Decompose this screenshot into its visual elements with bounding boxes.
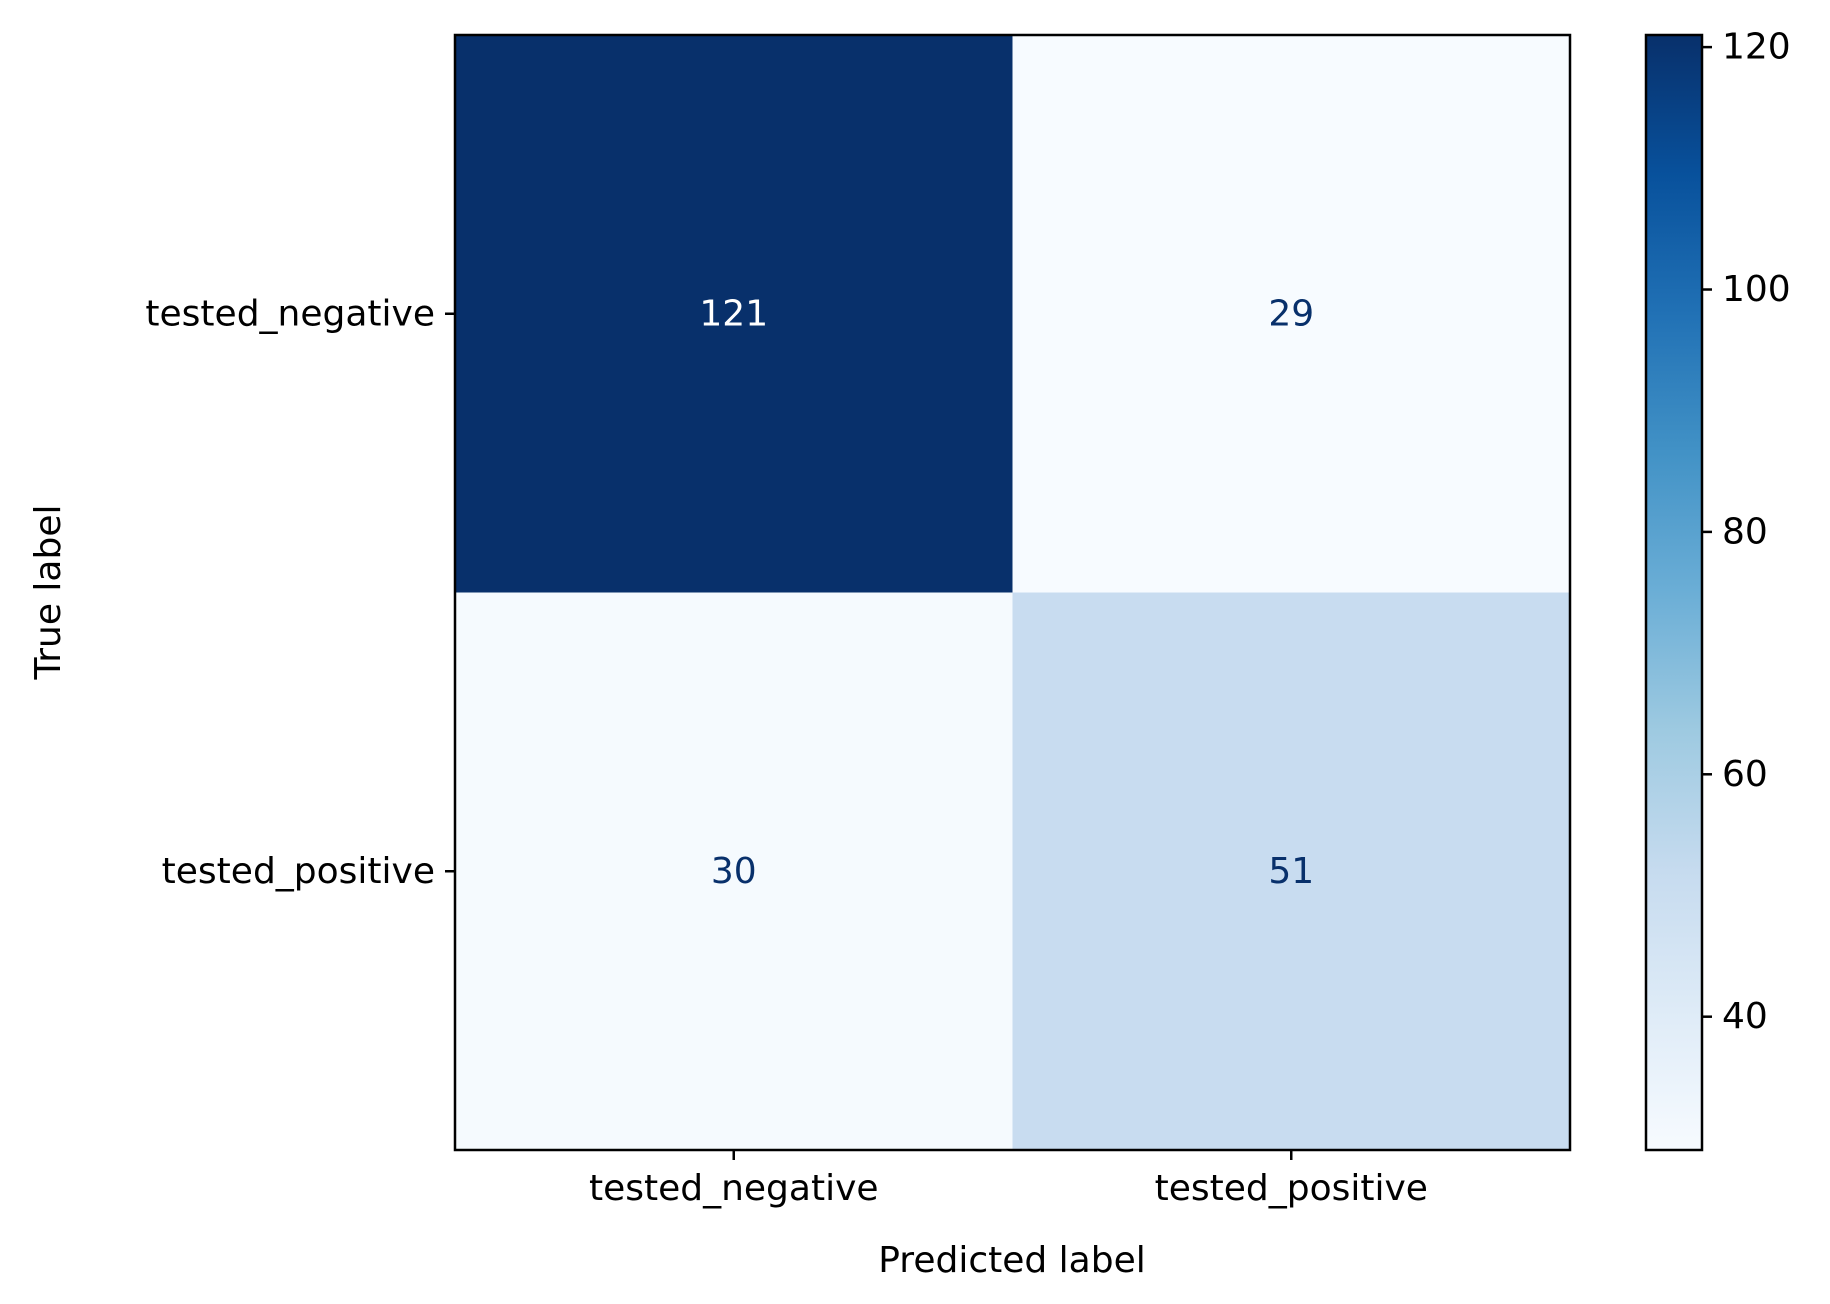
cell-value-label: 121: [699, 293, 768, 334]
colorbar-tick-label: 100: [1722, 269, 1791, 310]
heatmap-cell: [1012, 592, 1571, 1151]
cell-value-label: 29: [1268, 293, 1314, 334]
colorbar-tick-label: 120: [1722, 27, 1791, 68]
x-tick-label: tested_positive: [1155, 1168, 1428, 1209]
cell-value-label: 51: [1268, 851, 1314, 892]
y-tick-label: tested_negative: [145, 293, 435, 334]
colorbar: [1644, 33, 1704, 1152]
colorbar-ticks: 40 60 80 100 120: [1702, 27, 1791, 1037]
x-axis-ticks: tested_negative tested_positive: [589, 1150, 1428, 1209]
heatmap-cells: 121 29 30 51: [455, 35, 1571, 1151]
plot-frame: [453, 33, 1572, 1152]
heatmap-cell: [455, 592, 1013, 1151]
y-axis-ticks: tested_negative tested_positive: [145, 293, 455, 892]
heatmap-cell: [1012, 35, 1571, 593]
colorbar-tick-label: 40: [1722, 996, 1768, 1037]
x-axis-title: Predicted label: [878, 1240, 1146, 1281]
x-tick-label: tested_negative: [589, 1168, 879, 1209]
heatmap-cell: [455, 35, 1013, 593]
colorbar-tick-label: 80: [1722, 511, 1768, 552]
cell-value-label: 30: [711, 851, 757, 892]
y-tick-label: tested_positive: [162, 851, 435, 892]
colorbar-tick-label: 60: [1722, 754, 1768, 795]
y-axis-title: True label: [28, 505, 69, 681]
